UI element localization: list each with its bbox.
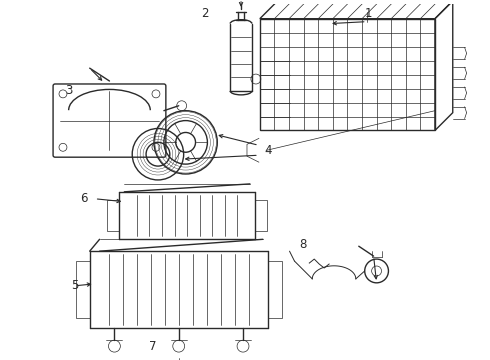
Bar <box>107 200 120 231</box>
Text: 2: 2 <box>201 7 208 20</box>
Text: 5: 5 <box>71 279 78 292</box>
Text: 3: 3 <box>65 84 73 98</box>
Bar <box>268 261 282 319</box>
Bar <box>255 200 267 231</box>
Text: 4: 4 <box>264 144 271 157</box>
Bar <box>76 261 90 319</box>
Text: 6: 6 <box>80 192 88 205</box>
Text: 8: 8 <box>300 238 307 251</box>
Text: 7: 7 <box>149 339 157 353</box>
Text: 1: 1 <box>365 7 372 20</box>
